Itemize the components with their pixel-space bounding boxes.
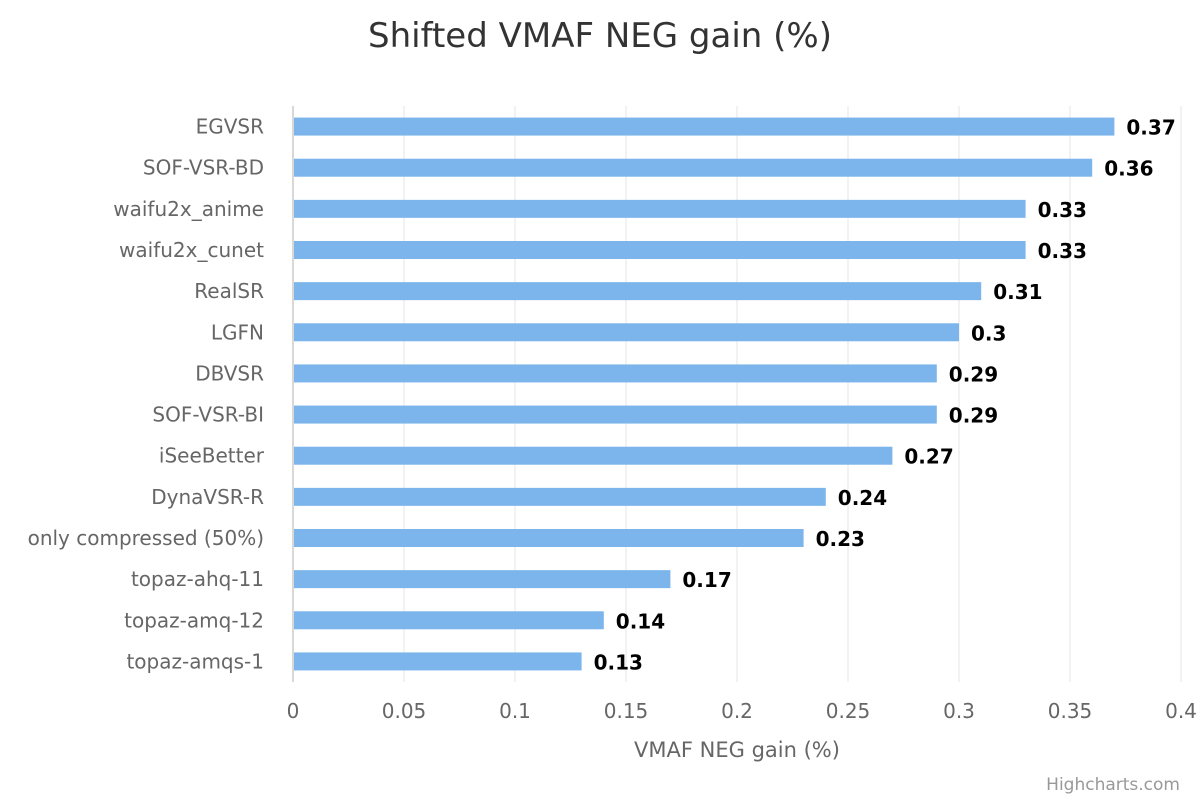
x-tick-label: 0.35 bbox=[1048, 699, 1093, 723]
bar[interactable] bbox=[294, 323, 959, 342]
data-label: 0.14 bbox=[616, 609, 665, 633]
category-label: topaz-amqs-1 bbox=[126, 649, 264, 673]
x-tick-label: 0.15 bbox=[604, 699, 649, 723]
bar[interactable] bbox=[294, 405, 937, 424]
bar[interactable] bbox=[294, 117, 1115, 136]
category-label: SOF-VSR-BI bbox=[152, 403, 264, 427]
x-tick-label: 0.1 bbox=[499, 699, 531, 723]
bars-group bbox=[294, 117, 1115, 671]
bar[interactable] bbox=[294, 158, 1093, 177]
bar[interactable] bbox=[294, 487, 826, 506]
category-labels: EGVSR SOF-VSR-BD waifu2x_anime waifu2x_cune… bbox=[28, 115, 265, 674]
data-label: 0.17 bbox=[682, 568, 731, 592]
bar[interactable] bbox=[294, 199, 1026, 218]
category-label: only compressed (50%) bbox=[28, 526, 264, 550]
category-label: iSeeBetter bbox=[159, 444, 265, 468]
bar[interactable] bbox=[294, 570, 671, 589]
category-label: topaz-amq-12 bbox=[124, 608, 264, 632]
x-tick-label: 0 bbox=[287, 699, 300, 723]
bar[interactable] bbox=[294, 241, 1026, 259]
bar[interactable] bbox=[294, 364, 937, 383]
bar[interactable] bbox=[294, 529, 804, 547]
data-label: 0.29 bbox=[949, 362, 998, 386]
category-label: LGFN bbox=[211, 320, 264, 344]
data-label: 0.3 bbox=[971, 321, 1006, 345]
category-label: DBVSR bbox=[195, 361, 264, 385]
x-axis-tick-labels: 0 0.05 0.1 0.15 0.2 0.25 0.3 0.35 0.4 bbox=[287, 699, 1197, 723]
bar[interactable] bbox=[294, 611, 604, 630]
data-label: 0.27 bbox=[904, 445, 953, 469]
category-label: EGVSR bbox=[196, 115, 265, 139]
bar[interactable] bbox=[294, 652, 582, 671]
data-label: 0.13 bbox=[594, 650, 643, 674]
category-label: topaz-ahq-11 bbox=[131, 567, 264, 591]
bar[interactable] bbox=[294, 282, 982, 301]
data-labels: 0.37 0.36 0.33 0.33 0.31 0.3 0.29 0.29 0.27 0.24 0… bbox=[594, 116, 1176, 675]
category-label: waifu2x_cunet bbox=[119, 238, 264, 262]
x-tick-label: 0.2 bbox=[721, 699, 753, 723]
data-label: 0.37 bbox=[1126, 116, 1175, 140]
chart-title: Shifted VMAF NEG gain (%) bbox=[368, 16, 832, 56]
x-tick-label: 0.3 bbox=[943, 699, 975, 723]
category-label: RealSR bbox=[194, 279, 264, 303]
data-label: 0.31 bbox=[993, 280, 1042, 304]
x-tick-label: 0.4 bbox=[1165, 699, 1197, 723]
data-label: 0.33 bbox=[1038, 198, 1087, 222]
data-label: 0.29 bbox=[949, 404, 998, 428]
bar[interactable] bbox=[294, 446, 893, 465]
data-label: 0.36 bbox=[1104, 157, 1153, 181]
data-label: 0.23 bbox=[816, 527, 865, 551]
x-tick-label: 0.05 bbox=[382, 699, 427, 723]
credits-link[interactable]: Highcharts.com bbox=[1046, 775, 1180, 795]
category-label: DynaVSR-R bbox=[151, 485, 264, 509]
data-label: 0.24 bbox=[838, 486, 887, 510]
x-tick-label: 0.25 bbox=[826, 699, 871, 723]
x-axis-title: VMAF NEG gain (%) bbox=[634, 738, 840, 762]
category-label: waifu2x_anime bbox=[113, 197, 264, 221]
gridlines bbox=[292, 106, 1182, 682]
data-label: 0.33 bbox=[1038, 239, 1087, 263]
category-label: SOF-VSR-BD bbox=[143, 156, 264, 180]
